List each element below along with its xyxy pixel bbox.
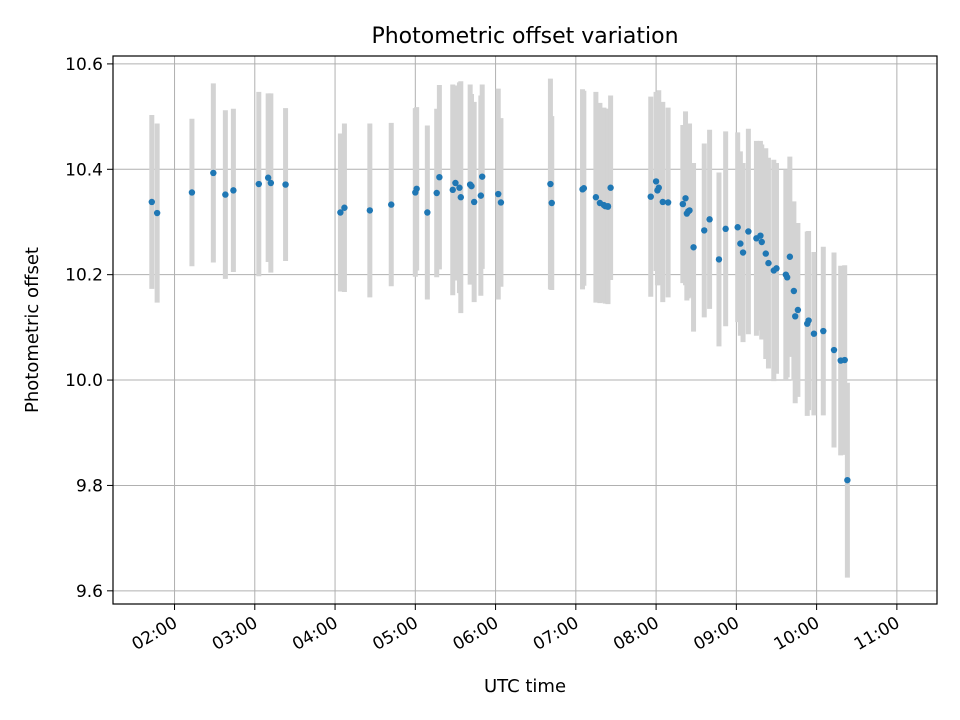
plot-frame	[112, 55, 938, 605]
data-point	[477, 192, 485, 199]
data-point	[449, 186, 456, 194]
data-point	[758, 238, 765, 246]
data-point	[734, 224, 741, 231]
data-point	[436, 173, 443, 181]
data-points	[148, 169, 851, 484]
data-point	[652, 178, 660, 185]
data-point	[592, 194, 600, 201]
data-point	[722, 225, 729, 233]
data-point	[690, 244, 697, 251]
data-point	[701, 227, 708, 234]
y-tick-label: 10.4	[65, 160, 103, 180]
data-point	[548, 199, 555, 207]
data-point	[682, 195, 689, 202]
data-point	[264, 174, 272, 181]
data-point	[188, 189, 196, 196]
y-tick-label: 10.0	[65, 371, 103, 391]
data-point	[478, 173, 486, 180]
data-point	[470, 198, 478, 206]
data-point	[679, 200, 687, 208]
data-point	[706, 216, 713, 223]
data-point	[792, 313, 799, 320]
data-point	[737, 240, 744, 247]
y-tick-label: 10.2	[65, 266, 103, 286]
data-point	[210, 169, 217, 177]
data-point	[255, 180, 263, 188]
data-point	[810, 330, 818, 337]
data-point	[388, 201, 395, 208]
data-point	[659, 198, 666, 206]
data-point	[366, 207, 374, 214]
data-point	[547, 180, 554, 188]
data-point	[495, 190, 502, 198]
data-point	[153, 209, 161, 217]
data-point	[830, 346, 838, 354]
data-point	[844, 476, 851, 484]
data-point	[786, 253, 794, 260]
data-point	[424, 209, 431, 216]
data-point	[468, 182, 475, 190]
data-point	[607, 184, 614, 191]
data-point	[783, 274, 791, 281]
y-axis: 9.6 9.8 10.0 10.2 10.4 10.6	[65, 55, 113, 602]
data-point	[715, 256, 723, 263]
data-point	[282, 181, 289, 188]
data-point	[433, 189, 440, 197]
data-point	[664, 199, 672, 206]
y-tick-label: 10.6	[65, 55, 103, 75]
data-point	[580, 185, 588, 192]
data-point	[745, 228, 752, 235]
data-point	[148, 198, 155, 206]
data-point	[222, 191, 229, 198]
data-point	[647, 193, 654, 200]
chart-title: Photometric offset variation	[371, 24, 678, 49]
data-point	[762, 250, 769, 257]
data-point	[655, 184, 662, 191]
data-point	[457, 194, 464, 201]
y-axis-label: Photometric offset	[22, 247, 43, 413]
data-point	[739, 249, 747, 256]
data-point	[686, 207, 693, 214]
data-point	[604, 203, 612, 210]
data-point	[452, 179, 459, 187]
data-point	[757, 232, 764, 239]
data-point	[820, 327, 827, 335]
data-point	[230, 187, 237, 194]
data-point	[413, 185, 420, 192]
y-tick-label: 9.6	[76, 582, 103, 602]
data-point	[790, 287, 798, 295]
data-point	[773, 265, 780, 272]
data-point	[267, 179, 275, 187]
data-point	[765, 259, 772, 267]
data-point	[456, 184, 463, 191]
data-point	[337, 209, 344, 216]
data-point	[841, 356, 848, 364]
x-axis-label: UTC time	[484, 676, 566, 697]
data-point	[794, 306, 802, 314]
data-point	[341, 204, 348, 211]
data-point	[497, 199, 505, 206]
y-tick-label: 9.8	[76, 476, 103, 496]
data-point	[805, 317, 812, 324]
